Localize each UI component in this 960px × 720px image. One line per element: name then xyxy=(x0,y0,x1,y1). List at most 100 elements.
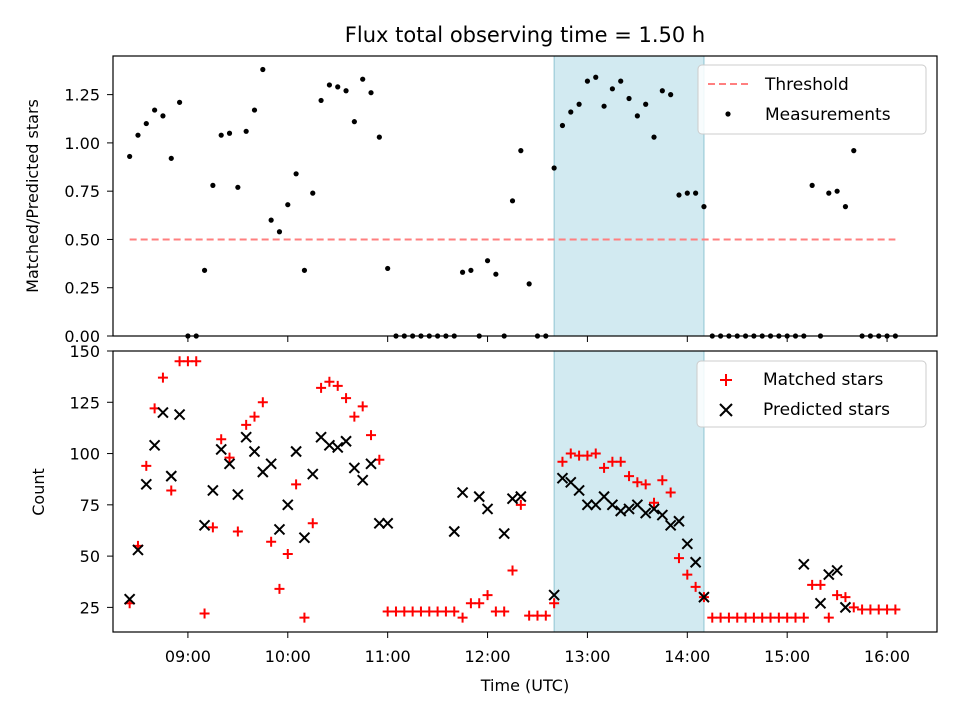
matched-star-point xyxy=(141,460,152,471)
measurement-point xyxy=(826,190,832,196)
matched-star-point xyxy=(640,479,651,490)
predicted-legend-swatch xyxy=(719,403,733,417)
measurement-point xyxy=(651,134,657,140)
predicted-star-point xyxy=(673,515,685,527)
measurement-point xyxy=(551,165,557,171)
matched-star-point xyxy=(224,452,235,463)
matched-star-point xyxy=(632,477,643,488)
matched-star-point xyxy=(890,604,901,615)
measurements-legend-label: Measurements xyxy=(765,105,891,125)
top-y-axis-label: Matched/Predicted stars xyxy=(23,99,42,293)
matched-star-point xyxy=(166,485,177,496)
measurement-point xyxy=(601,103,607,109)
matched-star-point xyxy=(449,606,460,617)
predicted-star-point xyxy=(473,490,485,503)
measurement-point xyxy=(576,101,582,107)
predicted-star-point xyxy=(248,445,261,458)
predicted-star-point xyxy=(332,441,344,454)
matched-star-point xyxy=(582,450,593,461)
x-tick-label: 12:00 xyxy=(464,647,510,666)
predicted-star-point xyxy=(207,484,219,497)
bottom-legend: Matched stars Predicted stars xyxy=(696,360,927,428)
matched-star-point xyxy=(266,536,277,547)
matched-star-point xyxy=(507,565,518,576)
matched-star-point xyxy=(665,487,676,498)
measurement-point xyxy=(626,95,632,102)
measurement-point xyxy=(376,134,382,140)
measurement-point xyxy=(634,113,640,119)
predicted-star-point xyxy=(290,445,302,458)
predicted-star-point xyxy=(265,458,277,470)
measurement-point xyxy=(693,190,699,196)
matched-star-point xyxy=(324,376,335,387)
predicted-star-point xyxy=(456,486,469,499)
measurement-point xyxy=(668,92,674,98)
top-y-tick-label: 0.75 xyxy=(64,182,100,201)
bottom-y-tick-label: 150 xyxy=(69,342,100,361)
top-panel: 0.00 0.25 0.50 0.75 1.00 1.25 Matched/Predict… xyxy=(23,55,938,346)
predicted-star-point xyxy=(698,591,710,603)
predicted-star-point xyxy=(623,503,635,515)
predicted-star-point xyxy=(481,503,494,515)
bottom-y-axis-label: Count xyxy=(29,468,48,516)
matched-legend-swatch xyxy=(720,374,732,386)
bottom-panel: 25 50 75 100 125 150 09:00 10:00 11:00 12:00 13:0… xyxy=(29,342,938,695)
predicted-star-point xyxy=(123,593,136,605)
predicted-star-point xyxy=(639,507,652,519)
matched-star-point xyxy=(457,612,468,623)
measurement-point xyxy=(251,107,258,113)
measurement-point xyxy=(351,119,357,125)
chart-title: Flux total observing time = 1.50 h xyxy=(345,23,705,47)
measurement-point xyxy=(293,171,299,177)
measurement-point xyxy=(160,113,166,119)
matched-legend-label: Matched stars xyxy=(763,370,883,390)
matched-star-point xyxy=(657,475,668,486)
measurement-point xyxy=(509,198,516,204)
measurement-point xyxy=(310,190,316,196)
matched-star-point xyxy=(307,518,318,529)
matched-star-point xyxy=(515,499,526,510)
measurement-point xyxy=(518,148,524,154)
measurement-point xyxy=(584,78,591,84)
matched-star-point xyxy=(549,598,560,609)
measurement-point xyxy=(643,101,649,107)
bottom-y-tick-label: 100 xyxy=(69,445,100,464)
predicted-star-point xyxy=(148,439,161,452)
matched-star-point xyxy=(191,356,202,367)
predicted-star-point xyxy=(814,597,827,609)
matched-star-point xyxy=(216,434,227,445)
measurement-point xyxy=(210,182,216,188)
predicted-star-point xyxy=(548,589,560,601)
predicted-star-point xyxy=(373,517,386,529)
measurement-point xyxy=(701,204,707,210)
x-tick-label: 13:00 xyxy=(564,647,610,666)
measurement-point xyxy=(318,97,324,104)
measurement-point xyxy=(842,204,849,210)
top-axes-frame xyxy=(112,55,938,337)
matched-star-point xyxy=(241,419,252,430)
predicted-star-point xyxy=(356,474,369,486)
predicted-star-point xyxy=(282,499,294,511)
bottom-y-tick-label: 25 xyxy=(80,598,100,617)
predicted-legend-label: Predicted stars xyxy=(763,400,890,420)
matched-star-point xyxy=(649,497,660,508)
measurement-point xyxy=(260,66,266,73)
predicted-star-point xyxy=(348,462,361,474)
predicted-star-point xyxy=(365,458,377,470)
matched-star-point xyxy=(499,606,510,617)
top-legend-box xyxy=(697,64,927,135)
bottom-axes-frame xyxy=(112,350,938,633)
bottom-y-tick-label: 50 xyxy=(80,547,100,566)
predicted-star-point xyxy=(215,443,227,456)
measurement-point xyxy=(326,82,333,88)
measurement-point xyxy=(335,84,341,90)
predicted-star-point xyxy=(506,492,519,505)
measurement-point xyxy=(526,281,532,287)
predicted-star-point xyxy=(823,568,835,581)
measurement-point xyxy=(360,76,366,82)
measurement-point xyxy=(343,88,349,94)
measurement-point xyxy=(609,86,615,92)
predicted-star-point xyxy=(323,439,336,452)
measurement-point xyxy=(468,267,474,273)
measurement-point xyxy=(659,88,665,94)
